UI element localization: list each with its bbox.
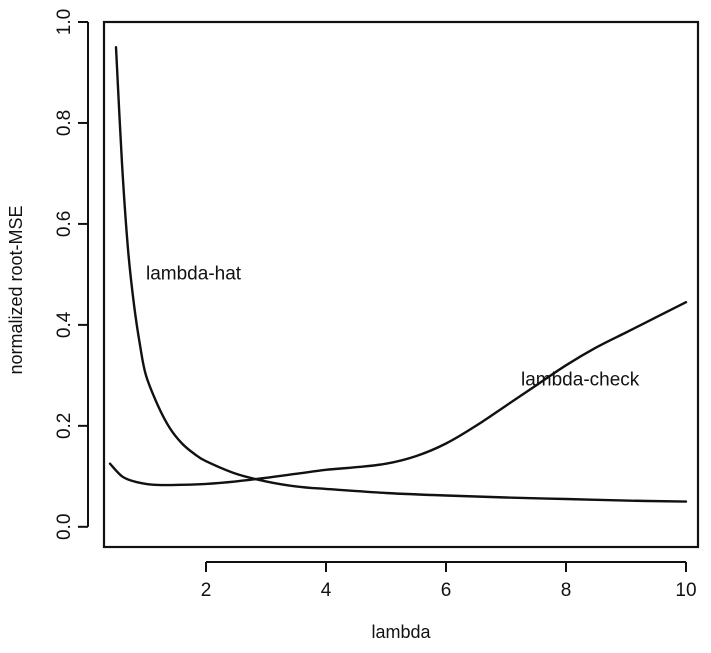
y-tick-label: 1.0 <box>54 9 75 35</box>
x-axis: 2 4 6 8 10 <box>201 561 697 601</box>
y-axis: 0.0 0.2 0.4 0.6 0.8 1.0 <box>54 9 89 540</box>
y-tick-label: 0.8 <box>54 110 75 136</box>
x-tick-label: 4 <box>321 580 332 601</box>
x-tick-label: 8 <box>561 580 572 601</box>
series-line-lambda-check <box>108 301 688 487</box>
series-line-lambda-hat <box>114 46 688 503</box>
x-axis-title: lambda <box>371 622 431 642</box>
y-tick-label: 0.4 <box>54 311 75 338</box>
annotation-lambda-hat: lambda-hat <box>146 263 242 284</box>
series-layer <box>108 46 688 503</box>
y-tick-label: 0.0 <box>54 514 75 540</box>
x-tick-label: 6 <box>441 580 452 601</box>
annotation-lambda-check: lambda-check <box>521 369 640 390</box>
y-tick-label: 0.6 <box>54 211 75 237</box>
x-tick-label: 10 <box>675 580 696 601</box>
x-tick-label: 2 <box>201 580 212 601</box>
y-axis-title: normalized root-MSE <box>6 205 26 374</box>
annotation-layer: lambda-hat lambda-check <box>146 263 640 390</box>
plot-frame <box>102 20 700 549</box>
y-tick-label: 0.2 <box>54 413 75 439</box>
